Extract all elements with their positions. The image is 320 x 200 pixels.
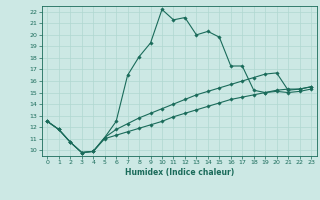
X-axis label: Humidex (Indice chaleur): Humidex (Indice chaleur) xyxy=(124,168,234,177)
